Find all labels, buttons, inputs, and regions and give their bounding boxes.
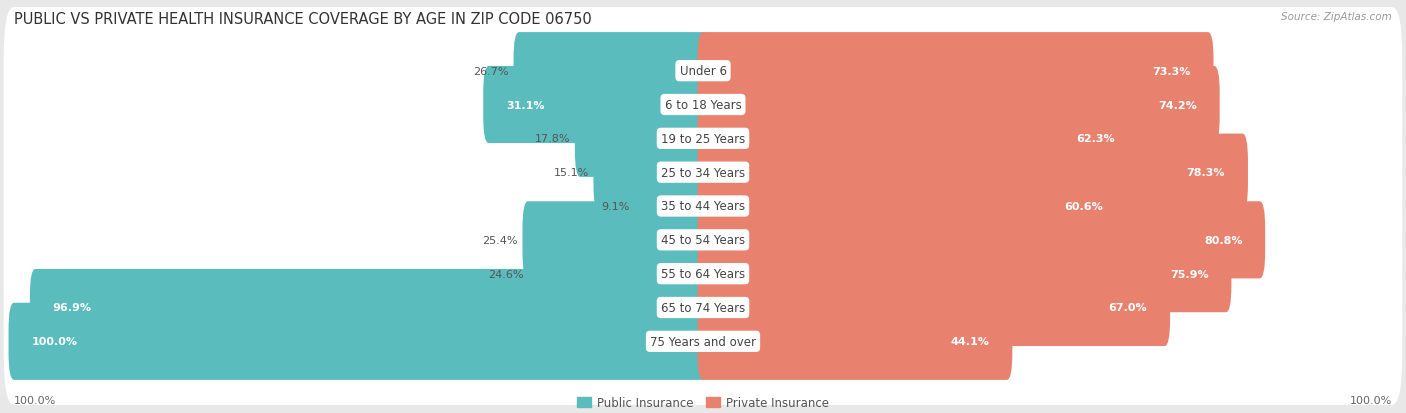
Text: 100.0%: 100.0% [31,337,77,347]
Legend: Public Insurance, Private Insurance: Public Insurance, Private Insurance [572,392,834,413]
Text: 44.1%: 44.1% [950,337,990,347]
Text: Source: ZipAtlas.com: Source: ZipAtlas.com [1281,12,1392,22]
Text: 75 Years and over: 75 Years and over [650,335,756,348]
FancyBboxPatch shape [8,303,709,380]
FancyBboxPatch shape [697,134,1249,211]
FancyBboxPatch shape [484,67,709,144]
Text: 31.1%: 31.1% [506,100,544,110]
FancyBboxPatch shape [697,235,1232,313]
FancyBboxPatch shape [697,269,1170,346]
Text: 15.1%: 15.1% [554,168,589,178]
Text: 60.6%: 60.6% [1064,202,1104,211]
FancyBboxPatch shape [4,8,1402,135]
Text: 100.0%: 100.0% [14,395,56,405]
Text: 6 to 18 Years: 6 to 18 Years [665,99,741,112]
FancyBboxPatch shape [697,168,1126,245]
Text: 19 to 25 Years: 19 to 25 Years [661,133,745,145]
Text: 74.2%: 74.2% [1159,100,1197,110]
FancyBboxPatch shape [4,278,1402,405]
FancyBboxPatch shape [697,33,1213,110]
FancyBboxPatch shape [30,269,709,346]
Text: 25.4%: 25.4% [482,235,517,245]
FancyBboxPatch shape [4,42,1402,169]
FancyBboxPatch shape [513,33,709,110]
FancyBboxPatch shape [697,202,1265,279]
Text: 62.3%: 62.3% [1077,134,1115,144]
Text: PUBLIC VS PRIVATE HEALTH INSURANCE COVERAGE BY AGE IN ZIP CODE 06750: PUBLIC VS PRIVATE HEALTH INSURANCE COVER… [14,12,592,27]
Text: 67.0%: 67.0% [1109,303,1147,313]
FancyBboxPatch shape [697,100,1137,178]
Text: 9.1%: 9.1% [602,202,630,211]
FancyBboxPatch shape [4,211,1402,337]
Text: 65 to 74 Years: 65 to 74 Years [661,301,745,314]
Text: Under 6: Under 6 [679,65,727,78]
FancyBboxPatch shape [697,303,1012,380]
FancyBboxPatch shape [4,143,1402,270]
Text: 80.8%: 80.8% [1204,235,1243,245]
FancyBboxPatch shape [523,202,709,279]
FancyBboxPatch shape [593,134,709,211]
Text: 78.3%: 78.3% [1187,168,1225,178]
FancyBboxPatch shape [575,100,709,178]
Text: 100.0%: 100.0% [1350,395,1392,405]
Text: 24.6%: 24.6% [488,269,523,279]
Text: 25 to 34 Years: 25 to 34 Years [661,166,745,179]
Text: 26.7%: 26.7% [474,66,509,76]
FancyBboxPatch shape [4,76,1402,202]
Text: 45 to 54 Years: 45 to 54 Years [661,234,745,247]
Text: 73.3%: 73.3% [1153,66,1191,76]
FancyBboxPatch shape [4,177,1402,304]
Text: 96.9%: 96.9% [52,303,91,313]
Text: 35 to 44 Years: 35 to 44 Years [661,200,745,213]
Text: 75.9%: 75.9% [1170,269,1209,279]
FancyBboxPatch shape [697,67,1219,144]
FancyBboxPatch shape [4,109,1402,236]
Text: 17.8%: 17.8% [534,134,569,144]
Text: 55 to 64 Years: 55 to 64 Years [661,268,745,280]
FancyBboxPatch shape [634,168,709,245]
FancyBboxPatch shape [4,244,1402,371]
FancyBboxPatch shape [529,235,709,313]
